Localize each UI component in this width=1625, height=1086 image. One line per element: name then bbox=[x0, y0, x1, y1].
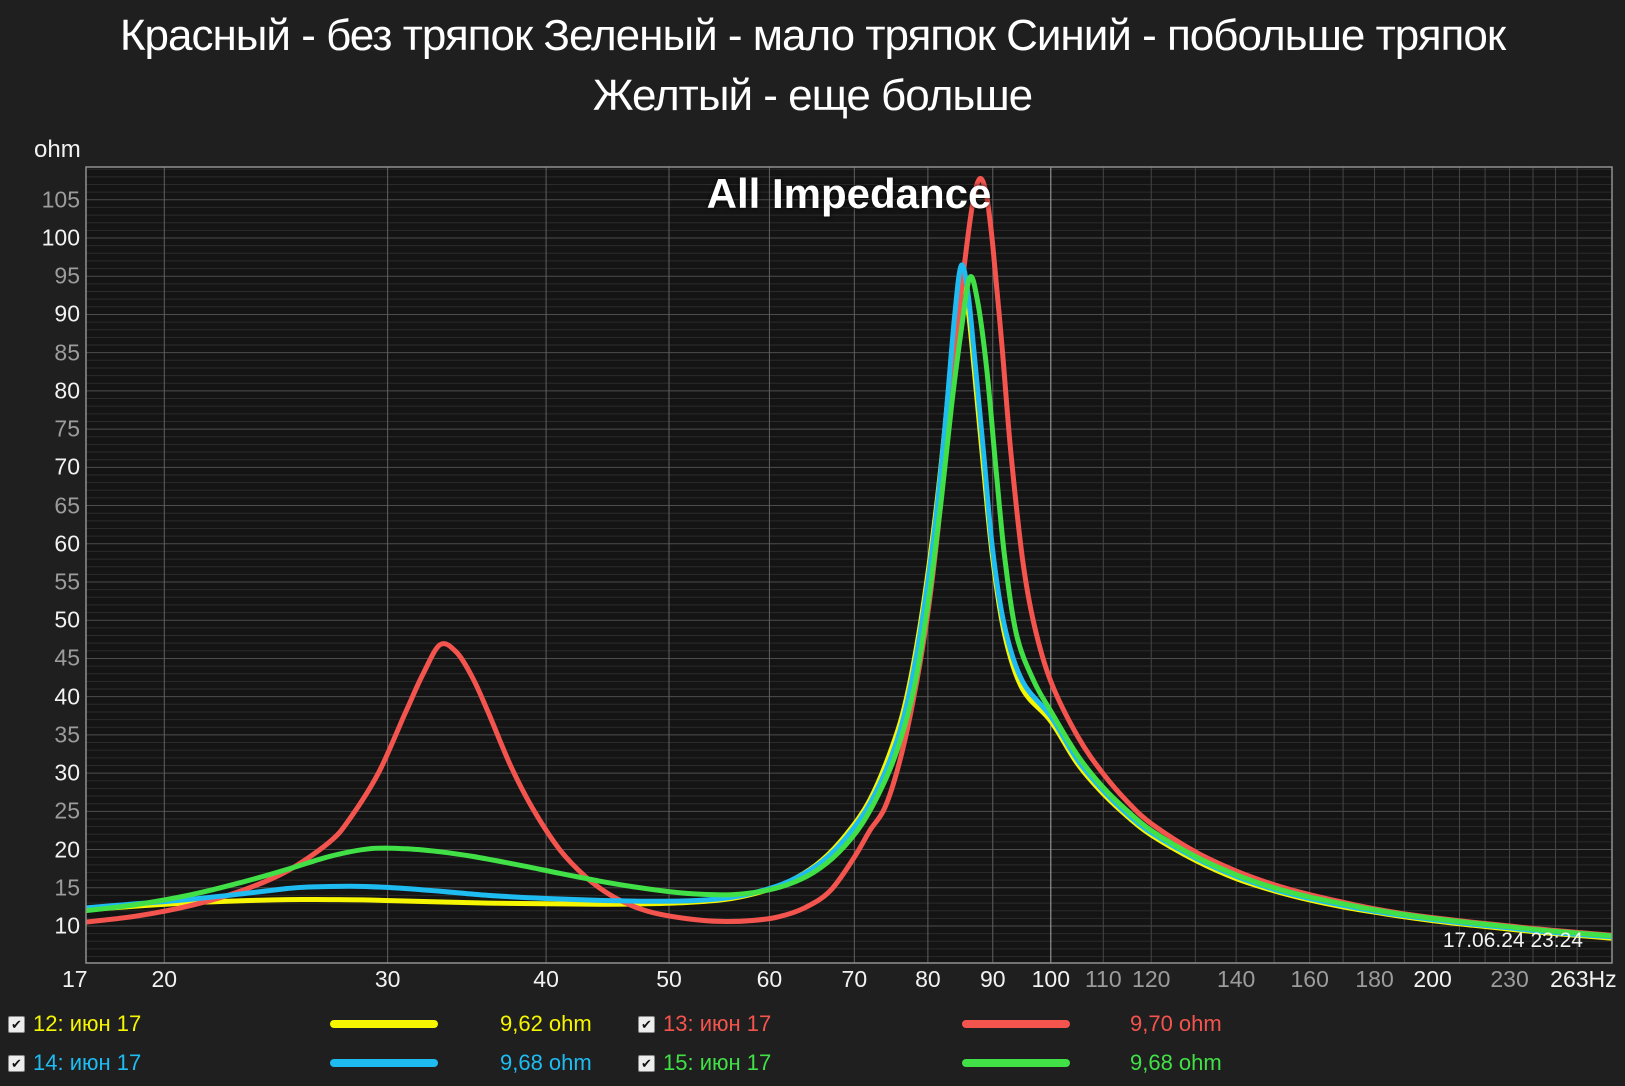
y-tick-label-45: 45 bbox=[54, 644, 80, 671]
y-tick-label-75: 75 bbox=[54, 415, 80, 442]
x-tick-label-200: 200 bbox=[1413, 966, 1452, 992]
impedance-curves bbox=[86, 175, 1612, 941]
x-tick-label-70: 70 bbox=[841, 966, 868, 992]
y-tick-label-35: 35 bbox=[54, 721, 80, 748]
x-tick-label-90: 90 bbox=[979, 966, 1006, 992]
x-tick-label-263: 263Hz bbox=[1550, 966, 1617, 992]
x-tick-label-17: 17 bbox=[61, 966, 88, 992]
x-tick-label-120: 120 bbox=[1132, 966, 1171, 992]
y-tick-label-90: 90 bbox=[54, 300, 80, 327]
y-tick-label-20: 20 bbox=[54, 836, 80, 863]
page-title-line2: Желтый - еще больше bbox=[592, 71, 1033, 120]
x-tick-label-40: 40 bbox=[533, 966, 559, 992]
legend-row-1: ✔ 14: июн 17 9,68 ohm ✔ 15: июн 17 9,68 ohm bbox=[0, 1048, 1625, 1080]
series-13-legend-label: 13: июн 17 bbox=[663, 1011, 772, 1036]
x-tick-label-20: 20 bbox=[151, 966, 178, 992]
series-14-visibility-checkbox[interactable]: ✔ bbox=[8, 1055, 25, 1072]
series-12-dc-resistance-value: 9,62 ohm bbox=[500, 1011, 592, 1036]
y-tick-label-80: 80 bbox=[54, 377, 80, 404]
page-title-line1: Красный - без тряпок Зеленый - мало тряп… bbox=[119, 11, 1506, 60]
series-15-visibility-checkbox[interactable]: ✔ bbox=[638, 1055, 655, 1072]
measurement-timestamp: 17.06.24 23:24 bbox=[1442, 929, 1583, 952]
series-13-dc-resistance-value: 9,70 ohm bbox=[1130, 1011, 1222, 1036]
y-tick-label-60: 60 bbox=[54, 530, 80, 557]
y-tick-label-100: 100 bbox=[41, 224, 80, 251]
series-12-color-swatch bbox=[330, 1020, 438, 1028]
x-tick-label-160: 160 bbox=[1290, 966, 1329, 992]
series-15-legend-label: 15: июн 17 bbox=[663, 1050, 772, 1075]
x-tick-label-80: 80 bbox=[915, 966, 941, 992]
x-tick-label-140: 140 bbox=[1216, 966, 1256, 992]
y-tick-label-30: 30 bbox=[54, 759, 80, 786]
series-15-dc-resistance-value: 9,68 ohm bbox=[1130, 1050, 1222, 1075]
series-14-legend-label: 14: июн 17 bbox=[33, 1050, 142, 1075]
x-tick-label-30: 30 bbox=[374, 966, 401, 992]
series-15-color-swatch bbox=[962, 1059, 1070, 1067]
series-14-dc-resistance-value: 9,68 ohm bbox=[500, 1050, 592, 1075]
y-tick-label-55: 55 bbox=[54, 568, 80, 595]
page-title: Красный - без тряпок Зеленый - мало тряп… bbox=[0, 6, 1625, 126]
curve-15 bbox=[86, 274, 1612, 939]
y-tick-label-105: 105 bbox=[41, 186, 80, 213]
y-tick-label-85: 85 bbox=[54, 339, 80, 366]
x-tick-label-180: 180 bbox=[1355, 966, 1394, 992]
series-13-color-swatch bbox=[962, 1020, 1070, 1028]
series-13-visibility-checkbox[interactable]: ✔ bbox=[638, 1016, 655, 1033]
y-tick-label-65: 65 bbox=[54, 492, 80, 519]
series-12-visibility-checkbox[interactable]: ✔ bbox=[8, 1016, 25, 1033]
x-tick-label-50: 50 bbox=[656, 966, 682, 992]
series-12-legend-label: 12: июн 17 bbox=[33, 1011, 142, 1036]
y-tick-label-50: 50 bbox=[54, 606, 80, 633]
x-tick-label-60: 60 bbox=[756, 966, 783, 992]
series-14-color-swatch bbox=[330, 1059, 438, 1067]
x-tick-label-230: 230 bbox=[1490, 966, 1529, 992]
x-tick-label-100: 100 bbox=[1031, 966, 1070, 992]
y-tick-label-25: 25 bbox=[54, 797, 80, 824]
plot-border bbox=[85, 166, 1613, 964]
y-tick-label-40: 40 bbox=[54, 683, 80, 710]
x-tick-label-110: 110 bbox=[1084, 966, 1122, 992]
y-tick-label-15: 15 bbox=[54, 874, 80, 901]
y-axis-unit-label: ohm bbox=[34, 136, 81, 163]
y-tick-label-95: 95 bbox=[54, 262, 80, 289]
y-tick-label-10: 10 bbox=[54, 912, 80, 939]
legend-row-0: ✔ 12: июн 17 9,62 ohm ✔ 13: июн 17 9,70 ohm bbox=[0, 1009, 1625, 1041]
y-tick-label-70: 70 bbox=[54, 453, 80, 480]
